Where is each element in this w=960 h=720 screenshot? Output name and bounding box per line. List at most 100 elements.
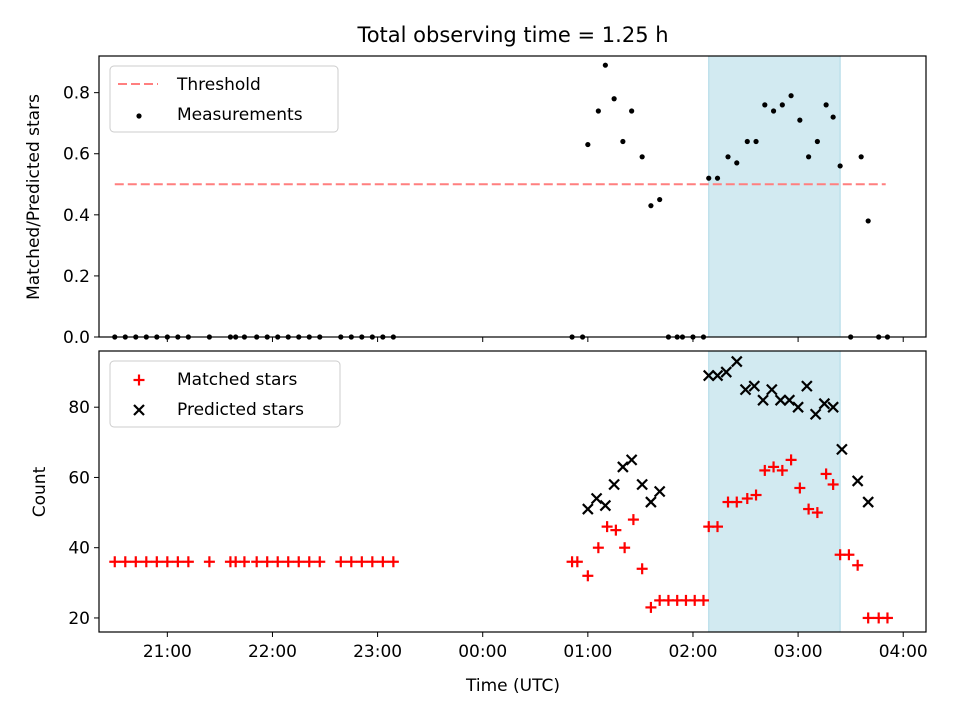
x-tick-label: 03:00 <box>774 642 823 662</box>
matched-star-point <box>151 556 163 568</box>
y-tick-label: 0.4 <box>63 206 90 226</box>
predicted-star-point <box>590 492 603 505</box>
count-points <box>109 355 893 624</box>
matched-star-point <box>776 464 788 476</box>
predicted-star-point <box>730 355 743 368</box>
matched-legend-label: Matched stars <box>177 370 297 390</box>
x-tick-label: 22:00 <box>248 642 297 662</box>
matched-star-point <box>731 496 743 508</box>
matched-star-point <box>335 556 347 568</box>
matched-legend-swatch <box>133 374 145 386</box>
measurement-point <box>753 138 759 145</box>
measurement-point <box>865 218 871 224</box>
ratio-y-axis-label: Matched/Predicted stars <box>24 94 44 300</box>
measurement-point <box>602 62 608 68</box>
matched-star-point <box>794 482 806 494</box>
matched-star-point <box>282 556 294 568</box>
ratio-legend: Threshold Measurements <box>109 65 339 133</box>
predicted-star-point <box>711 369 724 382</box>
measurement-point <box>797 117 803 123</box>
predicted-star-point <box>792 401 804 413</box>
measurement-point <box>595 108 601 114</box>
predicted-star-point <box>809 408 822 421</box>
predicted-star-point <box>766 383 778 396</box>
count-legend-box <box>109 360 341 428</box>
matched-star-point <box>387 556 399 568</box>
predicted-star-point <box>836 443 848 456</box>
matched-star-point <box>636 563 648 575</box>
count-y-axis-label: Count <box>30 466 50 517</box>
measurement-point <box>858 154 864 160</box>
y-tick-label: 60 <box>68 468 90 488</box>
predicted-star-point <box>653 485 666 498</box>
y-tick-label: 0.8 <box>63 84 90 104</box>
matched-star-point <box>592 542 604 554</box>
ratio-legend-box <box>109 65 339 133</box>
predicted-star-point <box>625 454 638 466</box>
measurement-point <box>585 141 591 148</box>
count-panel: 20 40 60 80 21:00 22:00 23:00 00:00 01:00 02:00 0… <box>30 350 928 662</box>
matched-star-point <box>601 521 613 533</box>
predicted-star-point <box>720 366 733 378</box>
measurement-point <box>770 108 777 114</box>
matched-star-point <box>314 556 326 568</box>
matched-star-point <box>820 468 832 480</box>
measurement-point <box>734 160 740 166</box>
matched-star-point <box>843 549 855 561</box>
y-tick-label: 0.0 <box>63 328 90 348</box>
matched-star-point <box>293 556 305 568</box>
y-tick-label: 20 <box>68 609 90 629</box>
matched-star-point <box>750 489 762 501</box>
matched-star-point <box>303 556 315 568</box>
predicted-star-point <box>645 496 657 508</box>
ratio-y-ticks: 0.0 0.2 0.4 0.6 0.8 <box>63 84 99 348</box>
x-tick-label: 01:00 <box>563 642 612 662</box>
matched-star-point <box>172 556 184 568</box>
ratio-x-ticks <box>166 337 904 342</box>
matched-star-point <box>251 556 263 568</box>
matched-star-point <box>862 612 874 624</box>
matched-star-point <box>768 461 780 473</box>
predicted-star-point <box>862 496 874 508</box>
ratio-axes-frame <box>98 55 927 338</box>
matched-star-point <box>119 556 131 568</box>
predicted-star-point <box>783 394 796 406</box>
count-x-ticks: 21:00 22:00 23:00 00:00 01:00 02:00 03:00 04:00 <box>143 632 928 662</box>
predicted-star-point <box>774 394 787 406</box>
measurement-point <box>657 196 663 203</box>
x-tick-label: 04:00 <box>879 642 928 662</box>
matched-star-point <box>852 559 864 571</box>
predicted-star-point <box>599 499 612 512</box>
measurement-point <box>779 102 785 108</box>
matched-star-point <box>272 556 284 568</box>
matched-star-point <box>881 612 893 624</box>
matched-star-point <box>803 503 815 515</box>
predicted-legend-label: Predicted stars <box>177 400 304 420</box>
matched-star-point <box>130 556 142 568</box>
matched-star-point <box>645 601 657 613</box>
predicted-star-point <box>748 380 761 392</box>
ratio-highlight-span <box>708 55 841 338</box>
predicted-star-point <box>636 478 648 491</box>
predicted-star-point <box>851 475 864 487</box>
matched-star-point <box>261 556 273 568</box>
predicted-star-point <box>608 478 620 491</box>
measurement-point <box>639 154 645 160</box>
y-tick-label: 0.2 <box>63 267 90 287</box>
measurements-legend-swatch <box>136 113 142 119</box>
matched-star-point <box>366 556 378 568</box>
predicted-star-point <box>702 369 715 382</box>
measurement-point <box>714 175 721 181</box>
matched-star-point <box>345 556 357 568</box>
matched-star-point <box>109 556 121 568</box>
matched-star-point <box>610 524 622 536</box>
matched-star-point <box>140 556 152 568</box>
x-tick-label: 02:00 <box>668 642 717 662</box>
y-tick-label: 80 <box>68 398 90 418</box>
x-tick-label: 21:00 <box>143 642 192 662</box>
predicted-star-point <box>801 380 813 392</box>
matched-star-point <box>182 556 194 568</box>
chart-title: Total observing time = 1.25 h <box>356 23 668 47</box>
measurement-point <box>620 138 626 145</box>
matched-star-point <box>582 570 594 582</box>
